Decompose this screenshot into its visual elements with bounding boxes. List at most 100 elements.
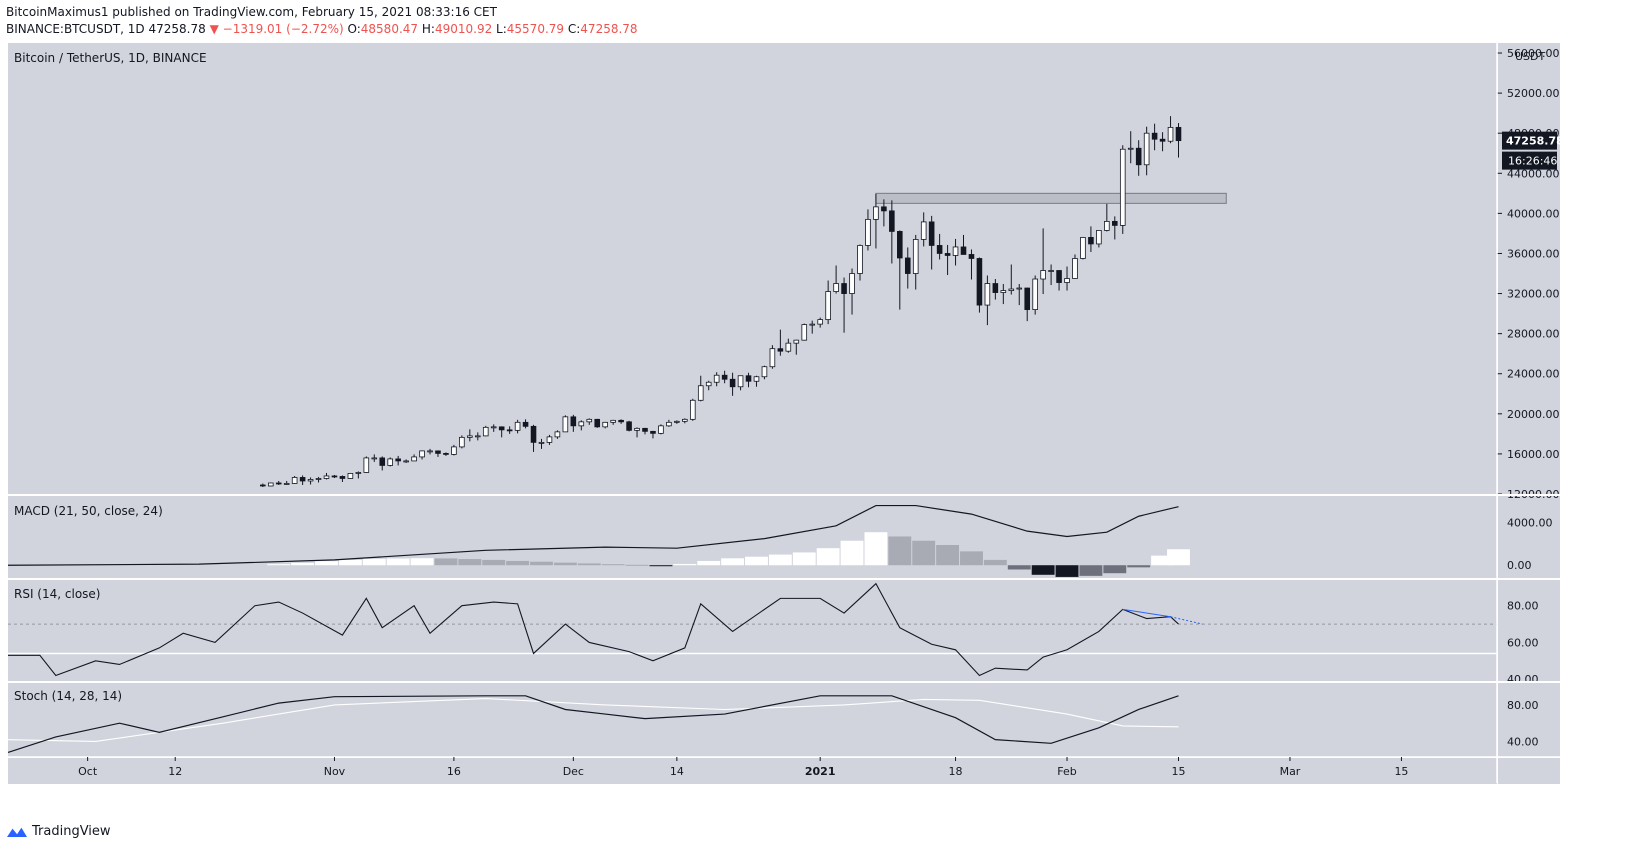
macd-histogram-bar [625, 564, 649, 566]
candle-body [1024, 287, 1030, 310]
time-tick-label: 14 [670, 765, 684, 778]
rsi-pane-title: RSI (14, close) [14, 587, 100, 601]
candle-body [825, 291, 831, 321]
candle-body [992, 283, 999, 293]
candle-body [928, 221, 935, 246]
candle [841, 277, 847, 333]
candle-body [307, 479, 314, 482]
stoch-k-line [7, 695, 1179, 754]
candle [387, 457, 393, 467]
candle [1119, 145, 1126, 234]
high-label: H: [421, 22, 435, 36]
candle [570, 414, 577, 432]
macd-histogram-bar [840, 540, 864, 566]
candle [594, 418, 601, 428]
candle-body [602, 421, 608, 428]
candle-body [1040, 270, 1046, 280]
price-axis-background [1498, 43, 1560, 757]
candle-body [761, 366, 768, 378]
candle [936, 233, 943, 260]
macd-histogram-bar [936, 544, 960, 566]
candle [618, 419, 624, 424]
down-arrow-icon: ▼ [209, 22, 219, 36]
candle [1040, 228, 1046, 295]
candle-body [658, 425, 664, 434]
time-tick-label: 15 [1394, 765, 1408, 778]
macd-line [7, 504, 1179, 566]
pane-background-1 [8, 496, 1497, 578]
candle [658, 424, 664, 435]
macd-histogram-bar [506, 560, 530, 566]
candle [347, 472, 354, 479]
candle [1080, 236, 1086, 260]
tradingview-brand[interactable]: TradingView [32, 824, 111, 839]
candle-body [1143, 132, 1150, 166]
candle [1032, 275, 1038, 315]
candle [793, 339, 800, 355]
candle-body [1016, 287, 1023, 290]
close-value: 47258.78 [580, 22, 638, 36]
candle [1072, 254, 1078, 280]
candle [849, 268, 855, 315]
candle [889, 200, 895, 264]
macd-histogram-bar [721, 558, 745, 566]
candle [682, 418, 688, 424]
candle-body [482, 426, 489, 437]
macd-histogram-bar [267, 564, 291, 566]
candle [745, 372, 752, 388]
candle-body [865, 218, 871, 246]
candle [578, 420, 585, 431]
candle [713, 372, 720, 387]
candle-body [1072, 258, 1078, 279]
candle [451, 444, 457, 456]
candle-body [777, 348, 784, 352]
candle [363, 456, 370, 473]
high-value: 49010.92 [434, 22, 493, 36]
candle-body [968, 254, 975, 259]
candle [1088, 226, 1094, 252]
candle [721, 370, 728, 384]
candle-body [801, 324, 808, 341]
macd-histogram-bar [601, 564, 625, 566]
macd-histogram-bar [745, 556, 768, 566]
candle-body [912, 239, 919, 274]
candle-body [395, 458, 401, 462]
candle-body [1096, 230, 1102, 245]
macd-histogram-bar [482, 559, 506, 566]
candle-body [626, 421, 632, 431]
macd-histogram-bar [315, 561, 338, 566]
candle [419, 450, 425, 460]
candle-body [363, 457, 370, 473]
macd-histogram-bar [577, 563, 601, 566]
candle [650, 430, 656, 439]
time-tick-label: Dec [563, 765, 584, 778]
time-tick-label: 12 [168, 765, 182, 778]
candle [1096, 230, 1102, 248]
candle [753, 375, 760, 387]
macd-histogram-bar [816, 548, 840, 566]
candle [307, 477, 314, 485]
candle-body [459, 436, 465, 448]
candle [1056, 270, 1062, 291]
candle [267, 482, 274, 487]
candle [443, 452, 449, 456]
time-tick-label: 16 [447, 765, 461, 778]
candle [968, 249, 975, 280]
rsi-trend-line-extension [1170, 616, 1203, 625]
candle [371, 454, 378, 462]
candle-body [1104, 220, 1110, 231]
candle [586, 418, 593, 425]
macd-histogram-bar [697, 560, 721, 566]
candle [952, 238, 959, 266]
candle [562, 415, 569, 433]
candle [1104, 203, 1110, 232]
candle-body [530, 425, 537, 443]
low-value: 45570.79 [506, 22, 565, 36]
candle-body [952, 246, 959, 256]
candle-body [650, 430, 656, 434]
candle-body [1008, 288, 1015, 291]
candle [729, 372, 736, 396]
candle [1127, 131, 1134, 164]
candle-body [299, 477, 306, 482]
